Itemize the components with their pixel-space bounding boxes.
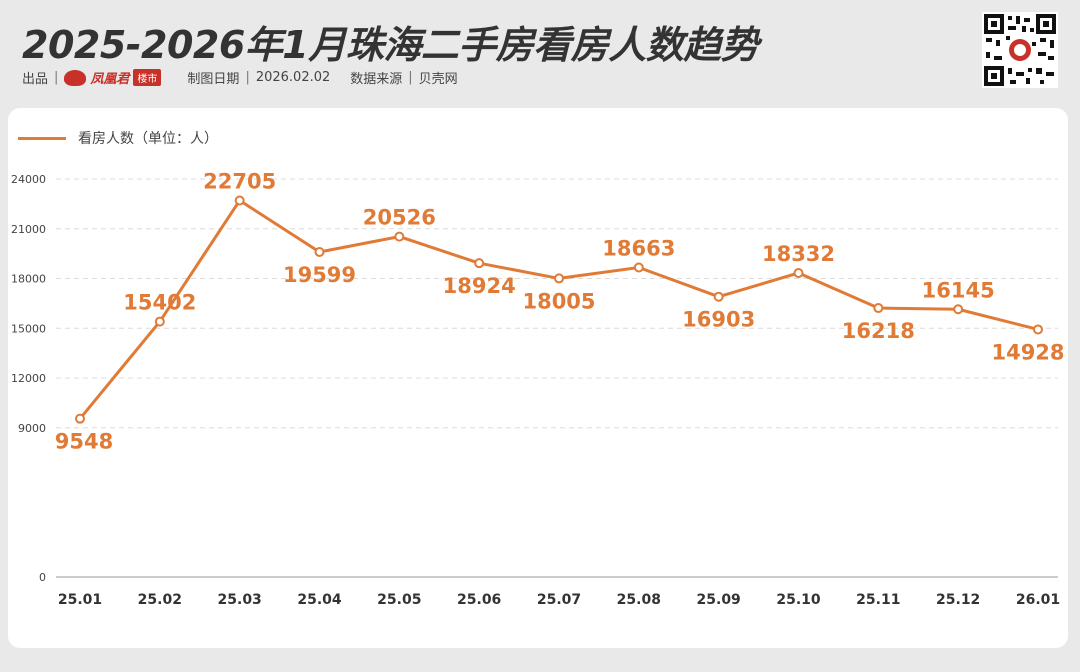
line-chart: 0 9000 12000 15000 18000 21000 24000 25.01 25.02…: [11, 169, 1065, 608]
x-tick-label: 25.09: [697, 592, 741, 608]
data-label: 16903: [682, 308, 755, 332]
divider: |: [245, 70, 250, 85]
x-tick-label: 25.01: [58, 592, 102, 608]
date-value: 2026.02.02: [255, 70, 331, 85]
x-tick-label: 25.08: [617, 592, 661, 608]
x-tick-label: 25.12: [936, 592, 980, 608]
data-label: 18332: [762, 242, 835, 266]
data-point: [633, 262, 644, 273]
x-tick-label: 25.02: [138, 592, 182, 608]
y-tick-label: 12000: [11, 372, 46, 385]
logo-text: 凤凰君: [90, 72, 130, 87]
data-point: [953, 304, 964, 315]
data-label: 9548: [55, 430, 113, 454]
data-label: 16218: [842, 319, 915, 343]
source-prefix: 出品: [22, 72, 49, 87]
data-point: [554, 273, 564, 284]
data-label: 18005: [522, 289, 595, 313]
x-tick-label: 25.03: [218, 592, 262, 608]
x-tick-label: 25.07: [537, 592, 581, 608]
y-tick-label: 9000: [18, 422, 46, 435]
legend: 看房人数（单位：人）: [18, 128, 218, 148]
data-point: [1033, 324, 1043, 335]
data-label: 16145: [922, 278, 995, 302]
x-tick-label: 25.11: [856, 592, 900, 608]
data-label: 15402: [123, 291, 196, 315]
data-point: [75, 413, 85, 424]
logo-badge: 楼市: [133, 69, 162, 86]
date-label: 制图日期: [187, 72, 240, 87]
data-source-value: 贝壳网: [418, 72, 458, 87]
page-title: 2025-2026年1月珠海二手房看房人数趋势: [22, 23, 759, 67]
legend-line-swatch: [18, 136, 66, 140]
data-point: [793, 267, 804, 278]
x-tick-label: 26.01: [1016, 592, 1060, 608]
data-point: [474, 258, 485, 269]
data-point: [873, 303, 884, 314]
data-point: [234, 195, 245, 206]
x-tick-label: 25.10: [776, 592, 821, 608]
legend-label: 看房人数（单位：人）: [78, 131, 218, 147]
data-source-label: 数据来源: [350, 72, 403, 87]
qr-code-icon: [982, 12, 1058, 88]
chart-card: 0 9000 12000 15000 18000 21000 24000 25.01 25.02…: [8, 108, 1068, 648]
x-tick-label: 25.05: [377, 592, 421, 608]
divider: |: [54, 70, 59, 85]
data-point: [154, 316, 165, 327]
y-tick-label: 0: [39, 571, 46, 584]
data-label: 19599: [283, 263, 356, 287]
divider: |: [408, 70, 413, 85]
meta-bar: 出品 | 凤凰君 楼市 制图日期 | 2026.02.02 数据来源 | 贝壳网: [22, 68, 458, 87]
y-tick-label: 24000: [11, 173, 46, 186]
data-label: 20526: [363, 206, 436, 230]
data-label: 22705: [203, 169, 276, 193]
y-tick-label: 21000: [11, 223, 46, 236]
data-label: 18663: [602, 237, 675, 261]
y-tick-label: 15000: [11, 322, 46, 335]
x-tick-label: 25.04: [297, 592, 342, 608]
x-tick-label: 25.06: [457, 592, 501, 608]
data-point: [314, 246, 325, 257]
data-label: 18924: [443, 274, 516, 298]
brand-logo: 凤凰君 楼市: [64, 68, 162, 87]
phoenix-icon: [64, 69, 87, 86]
data-point: [713, 291, 724, 302]
data-label: 14928: [991, 340, 1064, 364]
data-point: [394, 231, 405, 242]
y-tick-label: 18000: [11, 273, 46, 286]
